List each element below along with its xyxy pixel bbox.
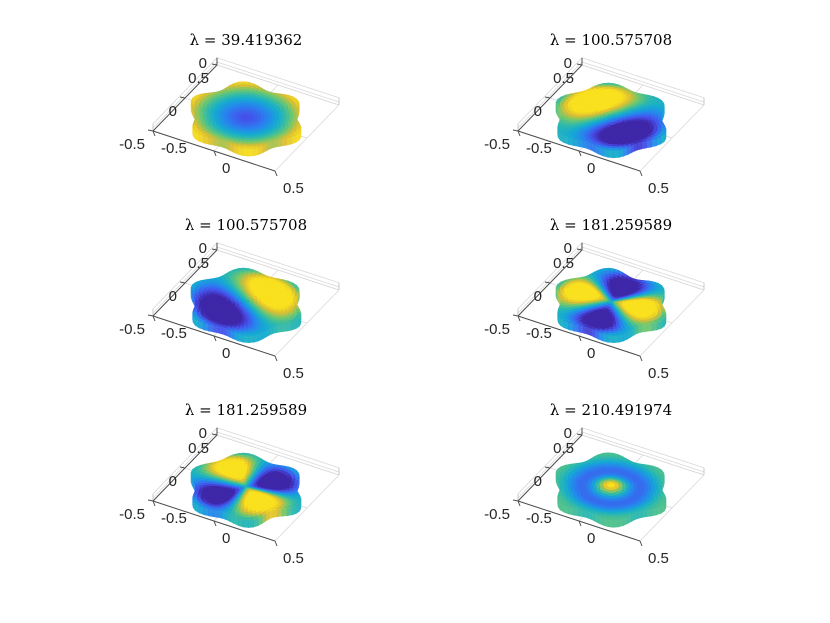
z-tick-label: 0 (564, 240, 572, 257)
y-tick-label: 0.5 (553, 70, 574, 87)
x-tick-label: -0.5 (161, 510, 187, 527)
x-tick-label: 0.5 (283, 550, 304, 567)
y-tick-label: 0 (534, 103, 542, 120)
y-tick-label: -0.5 (119, 321, 145, 338)
subplot-title: λ = 181.259589 (185, 401, 307, 419)
surface (190, 81, 302, 157)
z-tick-label: 0 (564, 425, 572, 442)
axes: -0.500.5-0.500.50 (484, 240, 669, 382)
y-tick-label: -0.5 (484, 321, 510, 338)
subplot-title: λ = 100.575708 (185, 216, 307, 234)
z-tick-label: 0 (564, 55, 572, 72)
y-tick-label: 0.5 (553, 440, 574, 457)
x-tick-label: 0 (222, 345, 230, 362)
x-tick-label: -0.5 (526, 325, 552, 342)
y-tick-label: 0 (534, 473, 542, 490)
x-tick-label: 0.5 (648, 180, 669, 197)
y-tick-label: 0 (169, 288, 177, 305)
x-tick-label: 0.5 (648, 550, 669, 567)
x-tick-label: 0.5 (283, 365, 304, 382)
y-tick-label: -0.5 (484, 136, 510, 153)
y-tick-label: -0.5 (484, 506, 510, 523)
subplot-2: λ = 100.575708-0.500.5-0.500.50 (484, 31, 705, 197)
x-tick-label: 0 (587, 345, 595, 362)
z-tick-label: 0 (199, 425, 207, 442)
y-tick-label: 0 (169, 103, 177, 120)
x-tick-label: -0.5 (526, 140, 552, 157)
z-tick-label: 0 (199, 240, 207, 257)
axes: -0.500.5-0.500.50 (119, 240, 304, 382)
subplot-title: λ = 210.491974 (550, 401, 672, 419)
x-tick-label: -0.5 (526, 510, 552, 527)
x-tick-label: 0 (222, 160, 230, 177)
surface (555, 452, 667, 528)
y-tick-label: 0.5 (188, 440, 209, 457)
surface (190, 267, 302, 344)
axes: -0.500.5-0.500.50 (484, 425, 669, 567)
x-tick-label: 0.5 (283, 180, 304, 197)
axes: -0.500.5-0.500.50 (119, 55, 304, 197)
y-tick-label: -0.5 (119, 136, 145, 153)
axes: -0.500.5-0.500.50 (484, 55, 669, 197)
subplot-title: λ = 181.259589 (550, 216, 672, 234)
axes: -0.500.5-0.500.50 (119, 425, 304, 567)
y-tick-label: -0.5 (119, 506, 145, 523)
subplot-3: λ = 100.575708-0.500.5-0.500.50 (119, 216, 340, 382)
y-tick-label: 0.5 (188, 70, 209, 87)
x-tick-label: -0.5 (161, 325, 187, 342)
subplot-4: λ = 181.259589-0.500.5-0.500.50 (484, 216, 705, 382)
y-tick-label: 0.5 (553, 255, 574, 272)
subplot-6: λ = 210.491974-0.500.5-0.500.50 (484, 401, 705, 567)
x-tick-label: 0 (587, 530, 595, 547)
x-tick-label: 0.5 (648, 365, 669, 382)
z-tick-label: 0 (199, 55, 207, 72)
subplot-title: λ = 39.419362 (190, 31, 303, 49)
surface (555, 267, 667, 344)
surface (190, 452, 302, 528)
x-tick-label: 0 (222, 530, 230, 547)
x-tick-label: -0.5 (161, 140, 187, 157)
y-tick-label: 0 (534, 288, 542, 305)
x-tick-label: 0 (587, 160, 595, 177)
subplot-5: λ = 181.259589-0.500.5-0.500.50 (119, 401, 340, 567)
surface (555, 82, 667, 159)
y-tick-label: 0.5 (188, 255, 209, 272)
subplot-1: λ = 39.419362-0.500.5-0.500.50 (119, 31, 340, 197)
subplot-title: λ = 100.575708 (550, 31, 672, 49)
y-tick-label: 0 (169, 473, 177, 490)
